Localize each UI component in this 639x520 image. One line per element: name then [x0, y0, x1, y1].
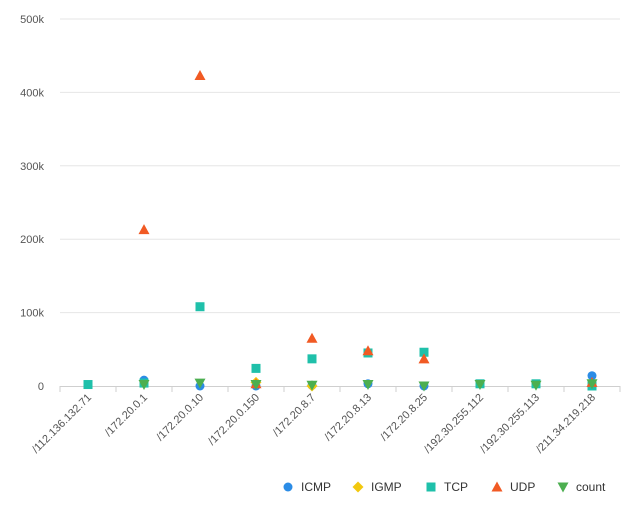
legend: ICMP IGMP TCP UDP count	[283, 480, 606, 494]
legend-marker-udp	[491, 481, 503, 492]
grid-layer	[60, 18, 620, 314]
data-point-udp	[362, 345, 374, 356]
y-tick-label: 300k	[20, 161, 44, 173]
data-point-count	[194, 378, 206, 389]
data-point-udp	[138, 224, 150, 235]
data-point-count	[250, 380, 262, 391]
data-point-count	[586, 379, 598, 390]
x-tick-label: /192.30.255.112	[422, 392, 486, 456]
x-tick-label: /192.30.255.113	[478, 392, 542, 456]
y-tick-label: 0	[38, 381, 44, 393]
x-tick-label: /172.20.8.7	[271, 392, 318, 439]
data-point-tcp	[419, 347, 429, 357]
x-tick-label: /172.20.8.25	[378, 392, 430, 444]
axis-layer: 0 100k 200k 300k 400k 500k/112.136.132.71/172…	[20, 14, 621, 456]
series-count	[138, 378, 598, 392]
x-tick-label: /172.20.0.10	[154, 392, 206, 444]
data-point-tcp	[251, 363, 261, 373]
data-point-udp	[418, 353, 430, 364]
x-tick-label: /172.20.0.1	[103, 392, 150, 439]
x-tick-label: /112.136.132.71	[30, 392, 94, 456]
y-tick-label: 200k	[20, 234, 44, 246]
series-tcp	[83, 302, 597, 391]
legend-label-count: count	[576, 480, 606, 494]
data-point-count	[530, 380, 542, 391]
y-tick-label: 100k	[20, 308, 44, 320]
data-point-count	[362, 380, 374, 391]
legend-marker-igmp	[352, 481, 364, 493]
legend-marker-tcp	[426, 482, 436, 492]
legend-label-udp: UDP	[510, 480, 535, 494]
data-point-tcp	[195, 302, 205, 312]
x-tick-label: /211.34.219.218	[534, 392, 598, 456]
legend-marker-icmp	[283, 482, 293, 492]
data-point-udp	[194, 70, 206, 81]
series-udp	[138, 70, 598, 389]
data-point-tcp	[307, 354, 317, 364]
data-point-count	[306, 380, 318, 391]
x-tick-label: /172.20.0.150	[206, 392, 262, 448]
points-layer	[83, 70, 598, 392]
data-point-icmp	[587, 371, 597, 381]
legend-marker-count	[557, 482, 569, 493]
data-point-count	[138, 380, 150, 391]
data-point-count	[474, 380, 486, 391]
y-tick-label: 400k	[20, 87, 44, 99]
data-point-count	[418, 381, 430, 392]
x-tick-label: /172.20.8.13	[322, 392, 374, 444]
legend-label-tcp: TCP	[444, 480, 468, 494]
legend-label-icmp: ICMP	[301, 480, 331, 494]
data-point-udp	[306, 332, 318, 343]
data-point-tcp	[83, 380, 93, 390]
legend-label-igmp: IGMP	[371, 480, 402, 494]
y-tick-label: 500k	[20, 14, 44, 26]
